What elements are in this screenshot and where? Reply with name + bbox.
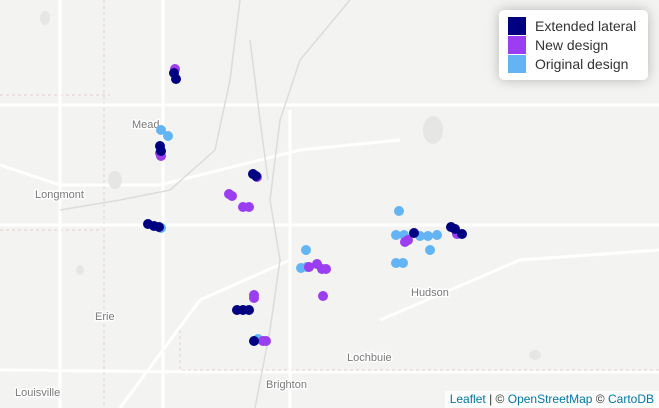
place-label: Louisville <box>15 387 60 399</box>
legend-label: New design <box>535 37 609 53</box>
carto-link[interactable]: CartoDB <box>607 392 654 406</box>
place-label: Longmont <box>35 189 84 201</box>
separator: | <box>489 392 493 406</box>
copyright: © <box>595 392 605 406</box>
legend-item: Extended lateral <box>508 17 636 36</box>
osm-link[interactable]: OpenStreetMap <box>507 392 593 406</box>
legend-label: Original design <box>535 56 629 72</box>
legend-item: Original design <box>508 55 628 74</box>
leaflet-link[interactable]: Leaflet <box>449 392 486 406</box>
attribution: Leaflet | © OpenStreetMap © CartoDB <box>444 391 659 408</box>
legend-item: New design <box>508 36 608 55</box>
place-label: Brighton <box>266 379 307 391</box>
points <box>143 64 467 346</box>
legend: Extended lateral New design Original desig… <box>499 10 648 80</box>
legend-swatch <box>508 17 526 35</box>
place-label: Erie <box>95 311 115 323</box>
copyright: © <box>495 392 505 406</box>
place-label: Lochbuie <box>347 352 392 364</box>
legend-label: Extended lateral <box>535 18 637 34</box>
legend-swatch <box>508 36 526 54</box>
legend-swatch <box>508 55 526 73</box>
place-label: Mead <box>132 119 160 131</box>
place-label: Hudson <box>411 287 449 299</box>
extended-lateral-points <box>143 68 467 346</box>
